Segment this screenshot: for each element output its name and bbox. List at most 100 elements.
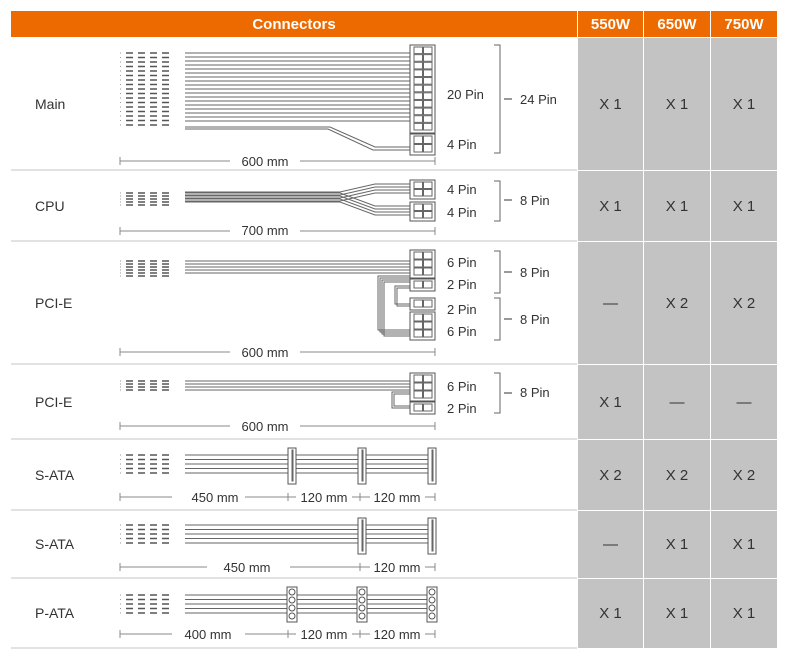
connector-pin [423, 313, 433, 322]
length-label: 120 mm [374, 560, 421, 575]
molex-pin [288, 612, 296, 620]
connector-pin [431, 449, 434, 482]
quantity-cell: — [644, 365, 710, 439]
quantity-cell: — [578, 242, 643, 364]
connector-pin [423, 144, 433, 153]
connector-pin [413, 299, 423, 308]
connector-pin [413, 107, 423, 116]
connector-pin [423, 54, 433, 62]
group-label: 8 Pin [520, 385, 550, 400]
wire [396, 287, 410, 307]
length-label: 120 mm [301, 627, 348, 642]
connector-pin [423, 189, 433, 197]
connector-name: PCI-E [35, 393, 73, 410]
connector-pin [423, 99, 433, 108]
connector-pin [423, 299, 433, 308]
connector-name: PCI-E [35, 294, 73, 311]
pin-label: 4 Pin [447, 182, 477, 197]
wire [394, 285, 410, 305]
length-label: 700 mm [242, 223, 289, 238]
connector-pin [413, 84, 423, 93]
connector-pin [413, 189, 423, 197]
length-label: 450 mm [224, 560, 271, 575]
bracket [494, 250, 501, 294]
connector-pin [413, 46, 423, 55]
quantity-cell: X 1 [578, 365, 643, 439]
connectors-header: Connectors [11, 11, 577, 37]
quantity-cell: X 1 [711, 511, 777, 578]
molex-pin [358, 612, 366, 620]
row-divider [11, 240, 577, 242]
bracket [494, 44, 501, 154]
length-label: 400 mm [185, 627, 232, 642]
quantity-cell: X 1 [644, 38, 710, 170]
bracket [494, 180, 501, 222]
group-label: 8 Pin [520, 193, 550, 208]
molex-pin [358, 604, 366, 612]
quantity-cell: X 1 [578, 579, 643, 648]
wire [391, 391, 410, 409]
row-divider [11, 438, 577, 440]
quantity-cell: X 1 [578, 171, 643, 241]
molex-pin [288, 604, 296, 612]
quantity-cell: X 2 [644, 242, 710, 364]
connector-pin [423, 211, 433, 219]
molex-pin [288, 596, 296, 604]
connector-pin [423, 251, 433, 260]
connector-pin [291, 449, 294, 482]
connector-pin [413, 122, 423, 131]
row-divider [11, 169, 577, 171]
connector-pin [413, 115, 423, 123]
connector-pin [413, 382, 423, 391]
model-header-750w: 750W [711, 11, 777, 37]
connector-pin [413, 181, 423, 189]
group-label: 8 Pin [520, 312, 550, 327]
pin-label: 2 Pin [447, 277, 477, 292]
group-label: 24 Pin [520, 92, 557, 107]
wire [379, 277, 410, 333]
molex-pin [428, 588, 436, 596]
row-divider [11, 647, 577, 649]
connector-pin [413, 77, 423, 85]
connector-pin [423, 107, 433, 116]
wire [393, 393, 410, 407]
connector-pin [423, 69, 433, 78]
connector-pin [423, 374, 433, 383]
connector-name: S-ATA [35, 536, 75, 552]
wire [185, 198, 410, 213]
connector-pin [413, 251, 423, 260]
connector-pin [423, 280, 433, 289]
connector-pin [413, 135, 423, 144]
connector-pin [413, 267, 423, 276]
wire [185, 192, 410, 202]
molex-pin [428, 612, 436, 620]
pin-label: 4 Pin [447, 137, 477, 152]
pin-label: 6 Pin [447, 324, 477, 339]
length-label: 600 mm [242, 154, 289, 169]
molex-pin [358, 588, 366, 596]
connector-pin [423, 329, 433, 338]
pin-label: 20 Pin [447, 87, 484, 102]
length-label: 120 mm [301, 490, 348, 505]
quantity-cell: X 1 [644, 579, 710, 648]
quantity-cell: — [578, 511, 643, 578]
connector-pin [413, 92, 423, 100]
connector-pin [423, 92, 433, 100]
quantity-cell: X 2 [711, 242, 777, 364]
quantity-cell: X 1 [711, 38, 777, 170]
connector-pin [423, 259, 433, 268]
connector-pin [413, 61, 423, 70]
wire [185, 201, 410, 216]
quantity-cell: X 1 [711, 171, 777, 241]
molex-pin [288, 588, 296, 596]
wire [383, 281, 410, 337]
wire [185, 126, 410, 148]
connector-pin [423, 77, 433, 85]
connector-pin [423, 84, 433, 93]
length-label: 600 mm [242, 345, 289, 360]
wire [185, 183, 410, 193]
row-divider [11, 363, 577, 365]
wire [185, 192, 410, 207]
connector-name: S-ATA [35, 466, 75, 483]
model-header-550w: 550W [578, 11, 643, 37]
